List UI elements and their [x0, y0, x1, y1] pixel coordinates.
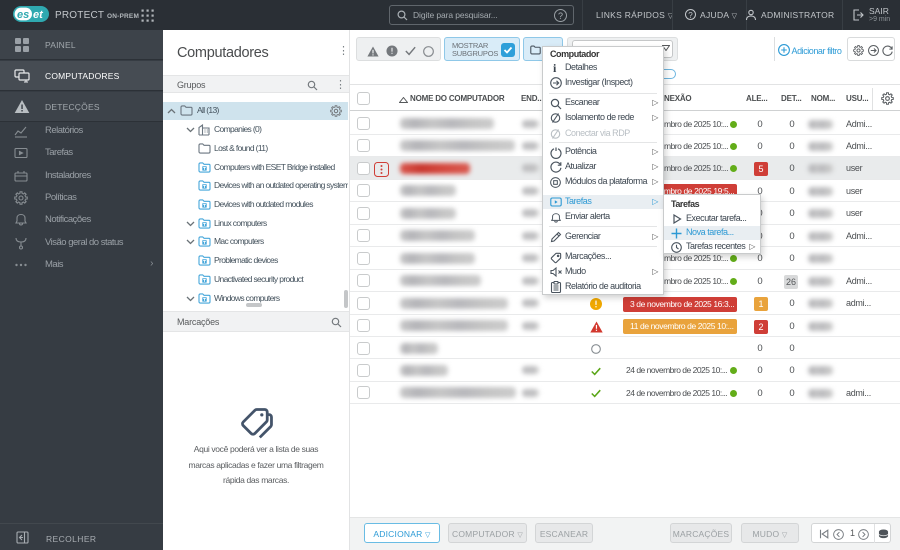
svg-text:et: et: [33, 9, 44, 21]
svg-text:es: es: [17, 9, 29, 21]
